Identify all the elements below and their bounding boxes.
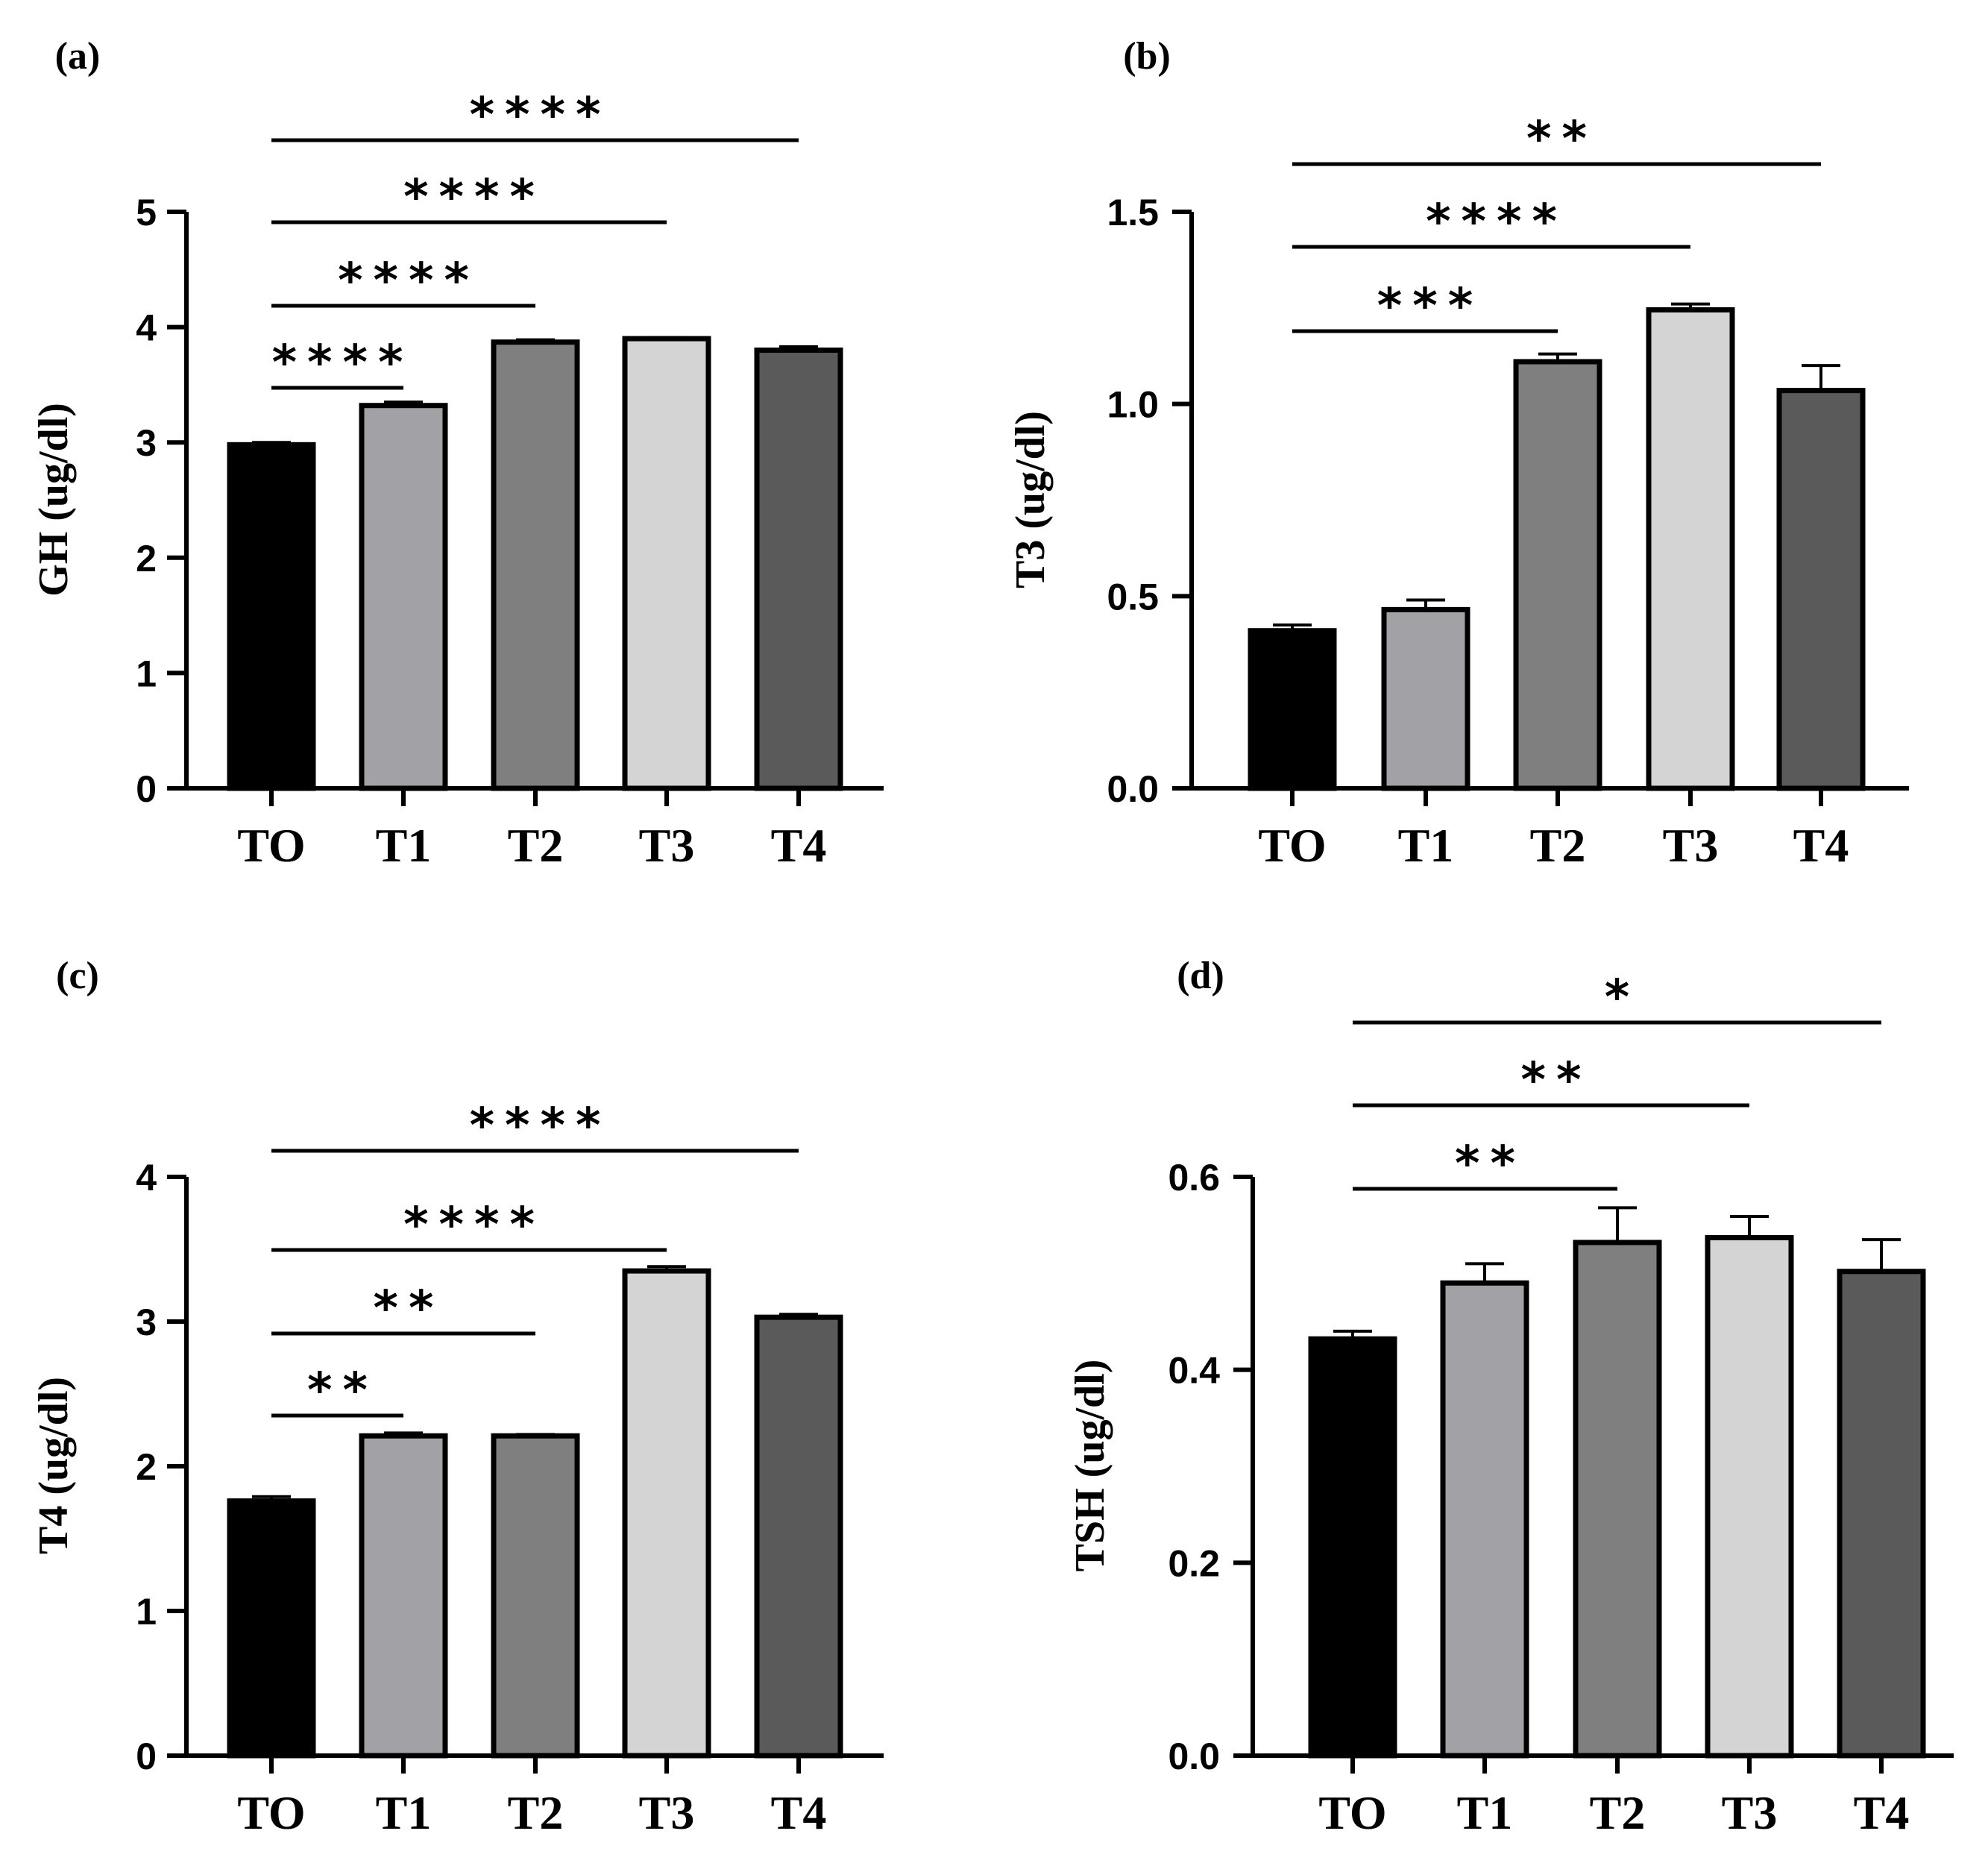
x-tick-label: T4 [771,819,827,872]
y-tick-label: 0.6 [1168,1157,1220,1199]
x-tick-label: T3 [1722,1786,1778,1839]
bar-T1 [1440,1280,1529,1759]
y-tick-label: 5 [136,192,157,233]
x-tick-label: T2 [508,819,564,872]
bar-TO [227,442,316,791]
significance-stars: * [1605,970,1640,1025]
x-tick-label: T1 [1457,1786,1513,1839]
y-axis-title: T3 (ug/dl) [1007,411,1054,588]
significance-stars: **** [470,88,611,143]
y-tick-label: 0.2 [1168,1542,1220,1584]
x-tick-label: T2 [1590,1786,1646,1839]
significance-stars: ** [307,1363,378,1419]
bar-TO [1248,628,1337,791]
y-tick-label: 0.4 [1168,1350,1220,1392]
significance-stars: **** [1426,195,1567,250]
significance-stars: **** [403,1198,545,1253]
bar-T1 [1381,606,1470,791]
x-tick-label: T3 [639,819,695,872]
bar-T4 [1837,1269,1926,1759]
bar-T3 [1646,307,1735,791]
x-tick-label: T4 [771,1786,827,1839]
y-tick-label: 0.5 [1107,576,1159,618]
bar-T4 [754,1314,843,1759]
y-tick-label: 0.0 [1168,1736,1220,1777]
x-tick-label: T4 [1854,1786,1910,1839]
x-tick-label: T3 [1663,819,1719,872]
panel-label: (c) [56,955,99,997]
y-axis-title: TSH (ug/dl) [1067,1360,1113,1572]
bar-TO [1308,1336,1397,1759]
bar-T4 [1776,388,1866,791]
significance-stars: **** [272,336,414,391]
significance-stars: *** [1377,279,1483,334]
x-tick-label: TO [1258,819,1326,872]
significance-stars: **** [470,1099,611,1154]
bar-T2 [1513,359,1602,791]
y-axis-title: GH (ug/dl) [31,403,77,597]
y-tick-label: 0 [136,1736,157,1777]
panel-label: (b) [1123,35,1171,78]
x-tick-label: T3 [639,1786,695,1839]
significance-stars: ** [1521,1053,1592,1108]
x-tick-label: TO [237,819,305,872]
panel-label: (a) [55,35,101,78]
bar-TO [227,1498,316,1759]
bar-T1 [359,1433,448,1759]
bar-T1 [359,403,448,791]
y-tick-label: 2 [136,1446,157,1488]
y-tick-label: 4 [136,307,157,349]
y-tick-label: 0 [136,768,157,810]
x-tick-label: T1 [1398,819,1454,872]
significance-stars: **** [403,170,545,225]
panel-a: (a) GH (ug/dl) 0 1 2 3 4 5 TO T1 T2 T3 T4 **** **** ***… [31,35,884,872]
panel-d: (d)TSH (ug/dl)0.00.20.40.6TO T1 T2 T3 T4****… [1067,955,1954,1839]
bar-T2 [1573,1240,1662,1759]
bar-T3 [622,336,711,791]
y-tick-label: 1.0 [1107,384,1159,426]
x-tick-label: T2 [508,1786,564,1839]
x-tick-label: T4 [1793,819,1849,872]
panel-b: (b)T3 (ug/dl)0.00.51.01.5TO T1 T2 T3 T4*****… [1007,35,1909,872]
bar-T3 [1705,1234,1794,1759]
bar-T2 [491,339,580,791]
x-tick-label: TO [1318,1786,1386,1839]
y-tick-label: 1.5 [1107,192,1159,233]
bar-T4 [754,348,843,791]
y-tick-label: 4 [136,1157,157,1199]
significance-stars: ** [374,1281,444,1336]
y-tick-label: 3 [136,1301,157,1343]
x-tick-label: T1 [376,819,432,872]
x-tick-label: TO [237,1786,305,1839]
y-tick-label: 3 [136,422,157,464]
panel-label: (d) [1177,955,1224,997]
x-tick-label: T2 [1530,819,1586,872]
y-tick-label: 0.0 [1107,768,1159,810]
bar-T3 [622,1268,711,1759]
significance-stars: ** [1455,1137,1526,1192]
significance-stars: ** [1526,112,1597,167]
bar-T2 [491,1433,580,1759]
x-tick-label: T1 [376,1786,432,1839]
significance-stars: **** [338,254,479,309]
y-tick-label: 2 [136,538,157,579]
y-tick-label: 1 [136,1591,157,1633]
y-tick-label: 1 [136,653,157,694]
y-axis-title: T4 (ug/dl) [31,1377,77,1554]
